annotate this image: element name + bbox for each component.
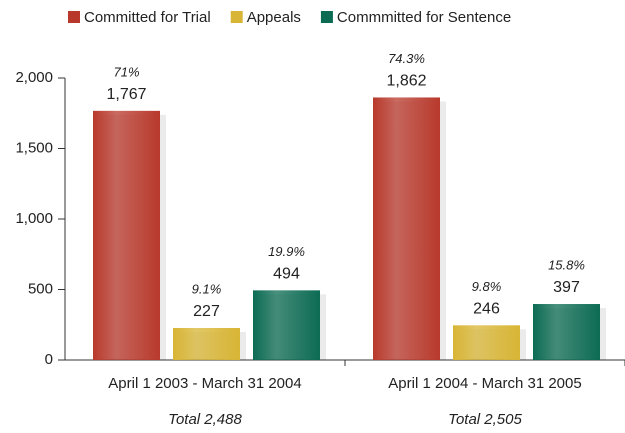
legend-swatch [320, 11, 333, 23]
total-label: Total 2,505 [448, 411, 522, 428]
percent-label: 15.8% [548, 257, 585, 272]
x-tick-label: April 1 2003 - March 31 2004 [108, 375, 301, 392]
percent-label: 71% [113, 64, 139, 79]
percent-label: 74.3% [388, 51, 425, 66]
legend-label: Commmitted for Sentence [337, 9, 511, 26]
value-label: 1,862 [386, 73, 426, 90]
value-label: 227 [193, 303, 220, 320]
value-label: 1,767 [106, 86, 146, 103]
legend-swatch [68, 11, 80, 23]
bar [453, 325, 520, 360]
y-tick-label: 1,500 [15, 139, 53, 156]
legend-swatch [230, 11, 243, 23]
bar [533, 304, 600, 360]
bar [253, 290, 320, 360]
y-tick-label: 2,000 [15, 69, 53, 86]
percent-label: 9.1% [192, 281, 222, 296]
x-tick-label: April 1 2004 - March 31 2005 [388, 375, 581, 392]
value-label: 494 [273, 266, 300, 283]
y-tick-label: 0 [45, 351, 53, 368]
percent-label: 9.8% [472, 279, 502, 294]
bar [373, 97, 440, 360]
y-tick-label: 1,000 [15, 210, 53, 227]
y-tick-label: 500 [28, 280, 53, 297]
value-label: 246 [473, 301, 500, 318]
legend-label: Appeals [247, 9, 301, 26]
legend-label: Committed for Trial [84, 9, 211, 26]
percent-label: 19.9% [268, 244, 305, 259]
bar [93, 110, 160, 360]
value-label: 397 [553, 279, 580, 296]
bar [173, 327, 240, 360]
total-label: Total 2,488 [168, 411, 242, 428]
